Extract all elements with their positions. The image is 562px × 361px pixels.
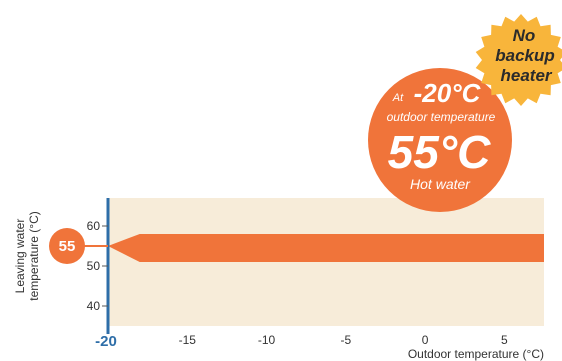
x-tick-label: -5	[340, 333, 351, 347]
badge-line-1: No	[513, 26, 536, 45]
x-tick-label: -20	[95, 333, 117, 350]
callout-at-temperature: -20°C	[414, 78, 482, 108]
badge-line-3: heater	[500, 66, 552, 85]
y-axis-label-line-1: Leaving water	[13, 219, 27, 294]
x-tick-label: 0	[422, 333, 429, 347]
y-tick-label: 50	[87, 259, 101, 273]
x-tick-label: 5	[501, 333, 508, 347]
marker-label: 55	[59, 238, 76, 255]
x-axis-ticks: -20 -15 -10 -5 0 5	[95, 333, 508, 350]
callout-hot-water-temperature: 55°C	[388, 126, 492, 178]
callout-outdoor-label: outdoor temperature	[387, 110, 496, 124]
x-tick-label: -10	[258, 333, 276, 347]
callout-hot-water-label: Hot water	[410, 176, 471, 192]
badge-starburst	[475, 14, 562, 106]
callout-circle: At -20°C outdoor temperature 55°C Hot wa…	[368, 68, 512, 212]
badge-line-2: backup	[495, 46, 555, 65]
y-axis-label: Leaving water temperature (°C)	[13, 211, 41, 301]
marker-circle	[49, 228, 85, 264]
no-backup-heater-badge: No backup heater	[475, 14, 562, 106]
callout-circle-shape	[368, 68, 512, 212]
y-tick-label: 60	[87, 219, 101, 233]
x-tick-label: -15	[179, 333, 197, 347]
leaving-water-temperature-band	[108, 234, 544, 262]
callout-at-prefix: At	[392, 92, 404, 104]
y-tick-label: 40	[87, 299, 101, 313]
y-axis-ticks: 40 50 60	[87, 219, 108, 313]
value-marker-55: 55	[49, 228, 108, 264]
y-axis-label-line-2: temperature (°C)	[27, 211, 41, 301]
x-axis-label: Outdoor temperature (°C)	[408, 347, 544, 361]
